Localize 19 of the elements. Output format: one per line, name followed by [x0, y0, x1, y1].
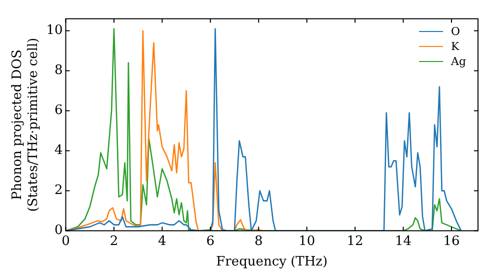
- x-tick-label: 2: [110, 234, 118, 249]
- legend-label: K: [451, 39, 460, 54]
- x-tick-label: 14: [394, 234, 412, 249]
- y-tick-label: 10: [46, 23, 63, 38]
- x-tick-label: 10: [298, 234, 316, 249]
- x-tick-label: 6: [206, 234, 215, 249]
- x-tick-label: 16: [443, 234, 460, 249]
- y-axis-title: Phonon projected DOS (States/THz·primitive cell): [10, 38, 41, 212]
- x-axis-title: Frequency (THz): [216, 254, 328, 270]
- x-tick-label: 8: [254, 234, 263, 249]
- y-tick-label: 0: [54, 223, 63, 238]
- y-tick-label: 4: [54, 143, 63, 158]
- y-tick-label: 8: [54, 63, 63, 78]
- x-tick-label: 4: [158, 234, 166, 249]
- y-tick-label: 6: [54, 103, 63, 118]
- legend-label: O: [451, 24, 460, 39]
- y-tick-label: 2: [54, 183, 63, 198]
- x-tick-label: 12: [346, 234, 364, 249]
- legend-label: Ag: [451, 54, 466, 69]
